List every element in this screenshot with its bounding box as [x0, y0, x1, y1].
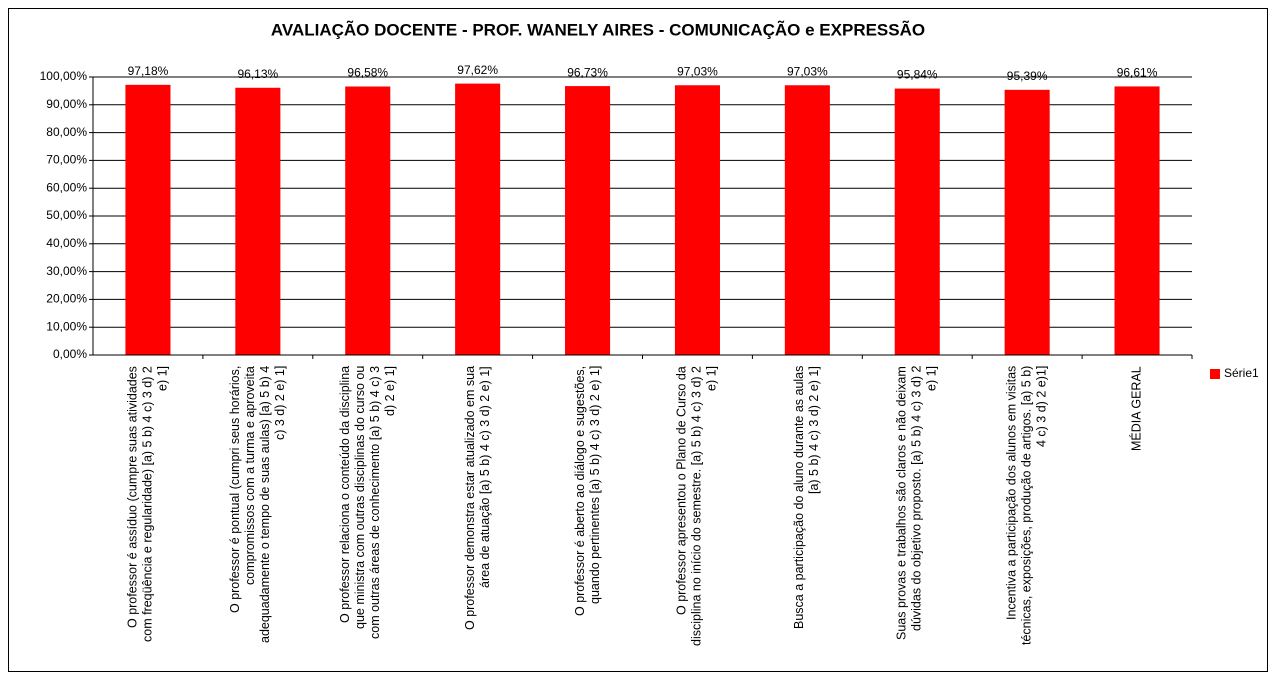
data-label: 96,13%: [237, 67, 278, 81]
x-tick-label: O professor demonstra estar atualizado e…: [462, 366, 492, 631]
y-tick-label: 20,00%: [46, 292, 87, 306]
x-tick-label: Suas provas e trabalhos são claros e não…: [894, 366, 939, 640]
y-tick-label: 70,00%: [46, 153, 87, 167]
bar: [345, 86, 391, 355]
y-tick-label: 40,00%: [46, 236, 87, 250]
y-tick-label: 80,00%: [46, 125, 87, 139]
data-label: 96,61%: [1117, 66, 1158, 80]
chart-border: [8, 8, 1268, 672]
y-tick-label: 60,00%: [46, 180, 87, 194]
y-tick-label: 100,00%: [40, 69, 88, 83]
y-tick-label: 0,00%: [53, 347, 87, 361]
y-tick-label: 50,00%: [46, 208, 87, 222]
data-label: 97,62%: [457, 63, 498, 77]
data-label: 95,39%: [1007, 69, 1048, 83]
bar: [674, 85, 720, 356]
data-label: 96,58%: [347, 66, 388, 80]
bar: [455, 83, 501, 356]
bar: [1114, 86, 1160, 356]
data-label: 97,18%: [128, 64, 169, 78]
bar: [235, 87, 281, 355]
chart-title: AVALIAÇÃO DOCENTE - PROF. WANELY AIRES -…: [271, 19, 925, 39]
y-tick-label: 30,00%: [46, 264, 87, 278]
x-tick-label: O professor é aberto ao diálogo e sugest…: [572, 366, 602, 617]
legend-label: Série1: [1224, 366, 1259, 380]
x-tick-label: O professor é pontual (cumpri seus horár…: [227, 366, 287, 644]
data-label: 97,03%: [787, 64, 828, 78]
x-tick-label: MÉDIA GERAL: [1129, 366, 1144, 451]
bar: [784, 85, 830, 356]
x-tick-label: O professor é assíduo (cumpre suas ativi…: [125, 366, 170, 642]
bar: [125, 84, 171, 355]
x-tick-label: O professor apresentou o Plano de Curso …: [674, 366, 719, 646]
y-tick-label: 10,00%: [46, 319, 87, 333]
x-tick-label: Busca a participação do aluno durante as…: [792, 366, 822, 630]
legend-swatch: [1210, 369, 1220, 379]
x-tick-label: Incentiva a participação dos alunos em v…: [1004, 366, 1049, 646]
bar: [565, 86, 611, 355]
data-label: 96,73%: [567, 65, 608, 79]
x-tick-label: O professor relaciona o conteúdo da disc…: [337, 366, 397, 640]
y-tick-label: 90,00%: [46, 97, 87, 111]
bar: [894, 88, 940, 356]
bar: [1004, 89, 1050, 356]
data-label: 97,03%: [677, 64, 718, 78]
data-label: 95,84%: [897, 68, 938, 82]
